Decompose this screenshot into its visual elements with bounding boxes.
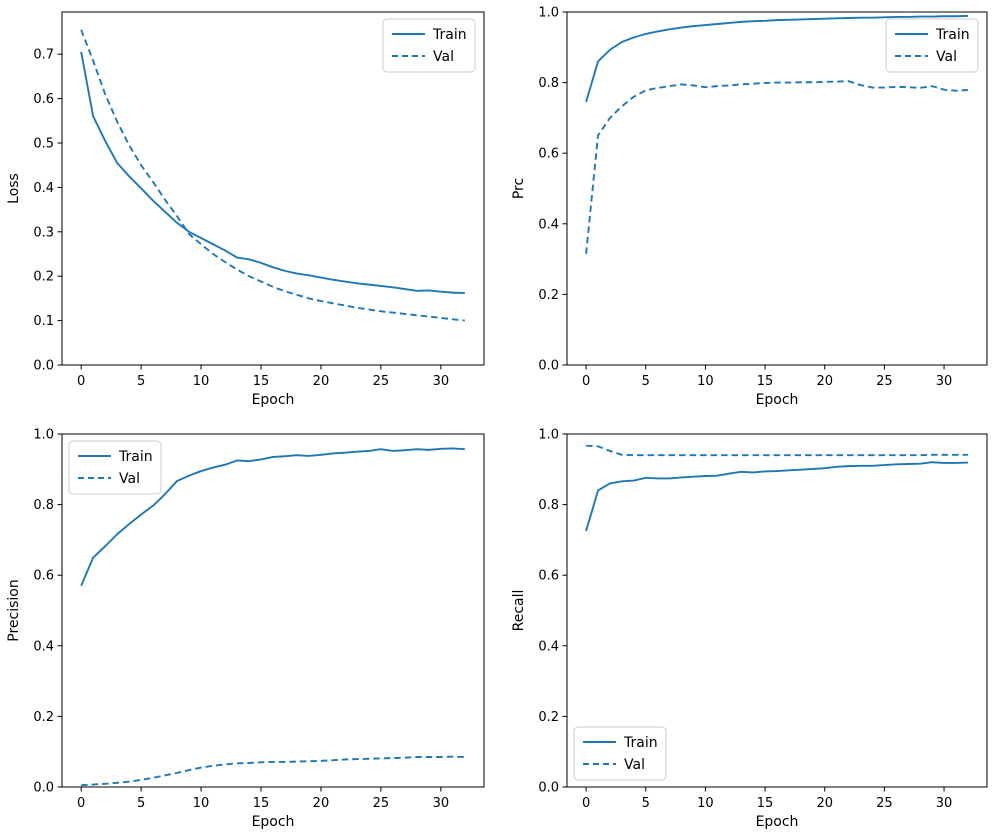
y-tick-label: 0.6 — [33, 569, 54, 584]
y-tick-label: 0.8 — [538, 498, 559, 513]
y-tick-label: 0.2 — [33, 710, 54, 725]
y-tick-label: 0.4 — [33, 181, 54, 196]
y-tick-label: 0.6 — [33, 92, 54, 107]
train-line — [80, 51, 465, 295]
legend-label-val: Val — [624, 757, 645, 773]
val-line — [586, 444, 968, 457]
x-tick-label: 0 — [77, 374, 85, 389]
legend-box — [573, 726, 667, 781]
x-tick-label: 25 — [373, 374, 390, 389]
subplot-loss: 0 5 10 15 20 25 30 0.0 0.1 0.2 0.3 0.4 0.5 0.6 0.7 Epoc… — [0, 0, 500, 419]
val-line — [585, 80, 968, 254]
prc-plot: 0 5 10 15 20 25 30 0.0 0.2 0.4 0.6 0.8 1.0 Epoch Prc Tr… — [511, 6, 988, 408]
legend-label-train: Train — [118, 449, 153, 465]
train-line — [585, 14, 968, 103]
legend-label-train: Train — [935, 27, 970, 43]
x-tick-label: 15 — [253, 374, 270, 389]
x-tick-label: 30 — [936, 374, 953, 389]
y-tick-label: 1.0 — [33, 428, 54, 443]
subplot-precision: 0 5 10 15 20 25 30 0.0 0.2 0.4 0.6 0.8 1.0 Epoch Preci… — [0, 419, 500, 838]
x-tick-label: 30 — [433, 374, 450, 389]
y-axis-label: Loss — [6, 173, 22, 204]
legend-box — [68, 440, 162, 495]
legend: Train Val — [885, 18, 979, 73]
x-tick-label: 5 — [137, 374, 145, 389]
train-line — [80, 447, 465, 587]
y-tick-label: 0.8 — [538, 76, 559, 91]
x-tick-label: 15 — [757, 796, 774, 811]
x-axis-label: Epoch — [252, 814, 295, 830]
x-tick-label: 0 — [582, 796, 590, 811]
legend-label-val: Val — [433, 49, 454, 65]
x-axis-label: Epoch — [756, 814, 799, 830]
loss-plot: 0 5 10 15 20 25 30 0.0 0.1 0.2 0.3 0.4 0.5 0.6 0.7 Epoc… — [6, 11, 485, 408]
y-tick-label: 0.3 — [33, 225, 54, 240]
y-axis-label: Prc — [511, 178, 527, 199]
y-tick-label: 0.6 — [538, 569, 559, 584]
legend-label-train: Train — [432, 27, 467, 43]
x-tick-label: 25 — [876, 796, 893, 811]
x-tick-label: 25 — [373, 796, 390, 811]
y-tick-label: 0.0 — [33, 359, 54, 374]
legend-label-val: Val — [119, 471, 140, 487]
x-tick-label: 20 — [816, 796, 833, 811]
x-tick-label: 10 — [697, 796, 714, 811]
x-tick-label: 5 — [642, 796, 650, 811]
x-tick-label: 30 — [433, 796, 450, 811]
y-axis-label: Precision — [6, 579, 22, 641]
val-line — [81, 755, 465, 787]
x-axis-label: Epoch — [756, 392, 799, 408]
legend: Train Val — [68, 440, 162, 495]
y-tick-label: 0.1 — [33, 314, 54, 329]
legend-box — [382, 18, 476, 73]
x-tick-label: 5 — [642, 374, 650, 389]
axes-spines — [61, 433, 485, 788]
precision-plot: 0 5 10 15 20 25 30 0.0 0.2 0.4 0.6 0.8 1.0 Epoch Preci… — [6, 428, 485, 830]
y-tick-label: 0.4 — [538, 639, 559, 654]
axes-spines — [61, 11, 485, 366]
x-tick-label: 25 — [876, 374, 893, 389]
x-tick-label: 0 — [77, 796, 85, 811]
x-tick-label: 20 — [816, 374, 833, 389]
x-tick-label: 20 — [313, 374, 330, 389]
y-tick-label: 0.4 — [33, 639, 54, 654]
axes-spines — [566, 11, 988, 366]
y-tick-label: 0.2 — [538, 288, 559, 303]
y-tick-label: 0.7 — [33, 48, 54, 63]
x-tick-label: 10 — [193, 796, 210, 811]
x-tick-label: 0 — [582, 374, 590, 389]
legend-box — [885, 18, 979, 73]
x-tick-label: 5 — [137, 796, 145, 811]
x-tick-label: 10 — [697, 374, 714, 389]
legend: Train Val — [382, 18, 476, 73]
y-axis-label: Recall — [511, 590, 527, 632]
y-tick-label: 0.8 — [33, 498, 54, 513]
legend: Train Val — [573, 726, 667, 781]
y-tick-label: 0.2 — [538, 710, 559, 725]
y-tick-label: 0.5 — [33, 136, 54, 151]
axes-spines — [566, 433, 988, 788]
y-tick-label: 0.0 — [538, 781, 559, 796]
y-tick-label: 0.2 — [33, 270, 54, 285]
x-tick-label: 30 — [936, 796, 953, 811]
recall-plot: 0 5 10 15 20 25 30 0.0 0.2 0.4 0.6 0.8 1.0 Epoch Recal… — [511, 428, 988, 830]
val-line — [80, 29, 465, 322]
legend-label-train: Train — [623, 735, 658, 751]
x-tick-label: 15 — [757, 374, 774, 389]
y-tick-label: 0.6 — [538, 147, 559, 162]
train-line — [585, 461, 968, 532]
x-tick-label: 10 — [193, 374, 210, 389]
y-tick-label: 1.0 — [538, 428, 559, 443]
subplot-prc: 0 5 10 15 20 25 30 0.0 0.2 0.4 0.6 0.8 1.0 Epoch Prc Tr… — [500, 0, 1001, 419]
x-tick-label: 15 — [253, 796, 270, 811]
y-tick-label: 0.0 — [538, 359, 559, 374]
y-tick-label: 0.0 — [33, 781, 54, 796]
subplot-recall: 0 5 10 15 20 25 30 0.0 0.2 0.4 0.6 0.8 1.0 Epoch Recal… — [500, 419, 1001, 838]
legend-label-val: Val — [936, 49, 957, 65]
x-tick-label: 20 — [313, 796, 330, 811]
x-axis-label: Epoch — [252, 392, 295, 408]
y-tick-label: 1.0 — [538, 6, 559, 21]
y-tick-label: 0.4 — [538, 217, 559, 232]
